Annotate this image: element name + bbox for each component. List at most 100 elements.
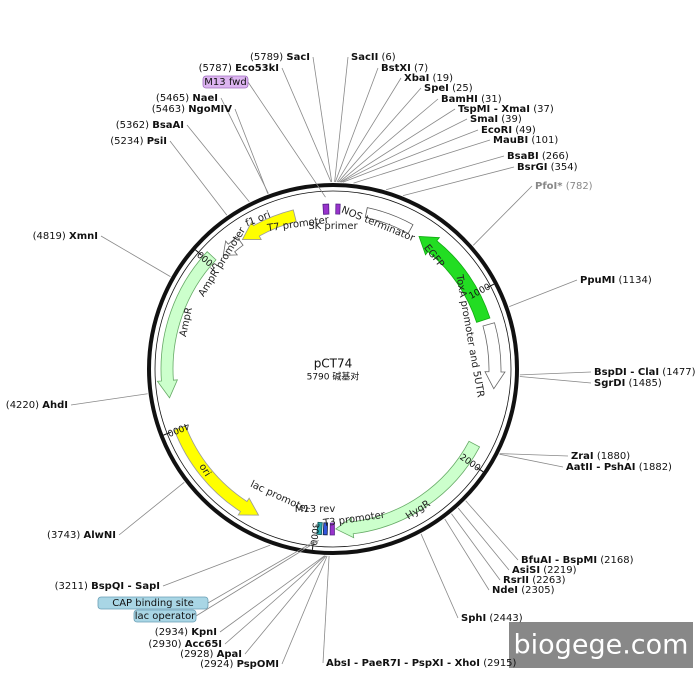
site-name: KpnI xyxy=(191,627,217,638)
site-label: (2924) PspOMI xyxy=(200,659,279,670)
site-leader xyxy=(234,108,269,194)
site-leader xyxy=(340,118,468,183)
site-label: (4220) AhdI xyxy=(6,400,68,411)
tag-box xyxy=(202,75,249,89)
site-leader xyxy=(100,235,171,277)
feature-arc xyxy=(482,322,506,390)
site-label: SphI (2443) xyxy=(461,613,523,624)
site-label: BstXI (7) xyxy=(381,63,428,74)
site-leader xyxy=(162,544,271,587)
ruler-tick xyxy=(486,283,495,289)
site-label: PpuMI (1134) xyxy=(580,275,652,286)
site-name: PfoI* xyxy=(535,181,563,192)
tag-leader xyxy=(247,81,326,198)
site-leader xyxy=(118,482,185,536)
site-leader xyxy=(322,555,330,664)
site-position: (2263) xyxy=(532,575,565,586)
watermark-box xyxy=(509,622,693,668)
site-position: (1477) xyxy=(662,367,695,378)
site-name: EcoRI xyxy=(481,125,512,136)
site-leader xyxy=(499,453,564,468)
site-label: BsaBI (266) xyxy=(507,151,569,162)
site-label: EcoRI (49) xyxy=(481,125,536,136)
site-leader xyxy=(244,555,327,655)
site-label: SpeI (25) xyxy=(424,83,473,94)
site-label: AbsI - PaeR7I - PspXI - XhoI (2915) xyxy=(326,658,517,669)
site-position: (4220) xyxy=(6,400,39,411)
site-position: (2928) xyxy=(180,649,213,660)
inner-ring xyxy=(154,190,512,548)
watermark: biogege.com xyxy=(514,630,689,661)
site-position: (2924) xyxy=(200,659,233,670)
site-label: TspMI - XmaI (37) xyxy=(458,104,554,115)
site-position: (19) xyxy=(433,73,454,84)
site-leader xyxy=(472,185,533,246)
feature-arc xyxy=(316,521,323,536)
site-label: (3211) BspQI - SapI xyxy=(55,581,160,592)
site-label: (5787) Eco53kI xyxy=(199,63,279,74)
tag-label: M13 fwd xyxy=(204,77,246,88)
site-leader xyxy=(451,513,501,581)
site-name: BspQI - SapI xyxy=(91,581,160,592)
site-name: BstXI xyxy=(381,63,411,74)
site-leader xyxy=(224,555,326,645)
site-position: (39) xyxy=(501,114,522,125)
site-label: SacII (6) xyxy=(351,52,396,63)
feature-arc xyxy=(335,203,341,215)
site-name: PsiI xyxy=(147,136,167,147)
site-leader xyxy=(457,507,510,571)
site-name: NaeI xyxy=(192,93,218,104)
site-name: SpeI xyxy=(424,83,449,94)
feature-arc xyxy=(418,236,491,323)
site-name: SacI xyxy=(286,52,310,63)
tag-label: CAP binding site xyxy=(112,598,194,609)
site-position: (4819) xyxy=(33,231,66,242)
site-position: (2219) xyxy=(543,565,576,576)
plasmid-size: 5790 碱基对 xyxy=(307,371,360,383)
feature-arc xyxy=(222,236,244,256)
feature-label: M13 rev xyxy=(295,504,336,515)
site-leader xyxy=(334,56,349,183)
site-leader xyxy=(402,166,515,197)
site-name: RsrII xyxy=(503,575,529,586)
site-leader xyxy=(519,376,592,384)
site-position: (31) xyxy=(481,94,502,105)
site-leader xyxy=(444,518,490,591)
site-label: MauBI (101) xyxy=(493,135,558,146)
site-label: SmaI (39) xyxy=(470,114,522,125)
site-position: (266) xyxy=(542,151,569,162)
site-name: ApaI xyxy=(217,649,242,660)
site-position: (1882) xyxy=(639,462,672,473)
site-label: (3743) AlwNI xyxy=(47,530,116,541)
site-label: NdeI (2305) xyxy=(492,585,555,596)
feature-label: SK primer xyxy=(308,221,358,232)
ruler-label: 3000 xyxy=(307,522,320,546)
site-position: (5234) xyxy=(110,136,143,147)
site-leader xyxy=(219,555,325,633)
site-leader xyxy=(337,87,422,183)
site-name: AatII - PshAI xyxy=(566,462,636,473)
site-position: (3211) xyxy=(55,581,88,592)
site-label: XbaI (19) xyxy=(404,73,453,84)
site-name: BamHI xyxy=(441,94,478,105)
site-label: (2930) Acc65I xyxy=(148,639,222,650)
ruler-tick xyxy=(195,249,202,256)
backbone-ring xyxy=(147,183,519,555)
site-leader xyxy=(519,371,592,376)
ruler-tick xyxy=(476,466,484,473)
site-position: (782) xyxy=(566,181,593,192)
site-name: SmaI xyxy=(470,114,498,125)
site-leader xyxy=(336,77,402,183)
site-name: Acc65I xyxy=(185,639,222,650)
site-position: (25) xyxy=(452,83,473,94)
site-name: XmnI xyxy=(69,231,98,242)
tag-label: lac operator xyxy=(135,611,196,622)
site-label: BamHI (31) xyxy=(441,94,502,105)
site-position: (5465) xyxy=(156,93,189,104)
site-leader xyxy=(281,555,328,665)
site-name: SphI xyxy=(461,613,486,624)
feature-arc xyxy=(241,209,297,240)
site-label: RsrII (2263) xyxy=(503,575,566,586)
site-leader xyxy=(186,124,250,203)
